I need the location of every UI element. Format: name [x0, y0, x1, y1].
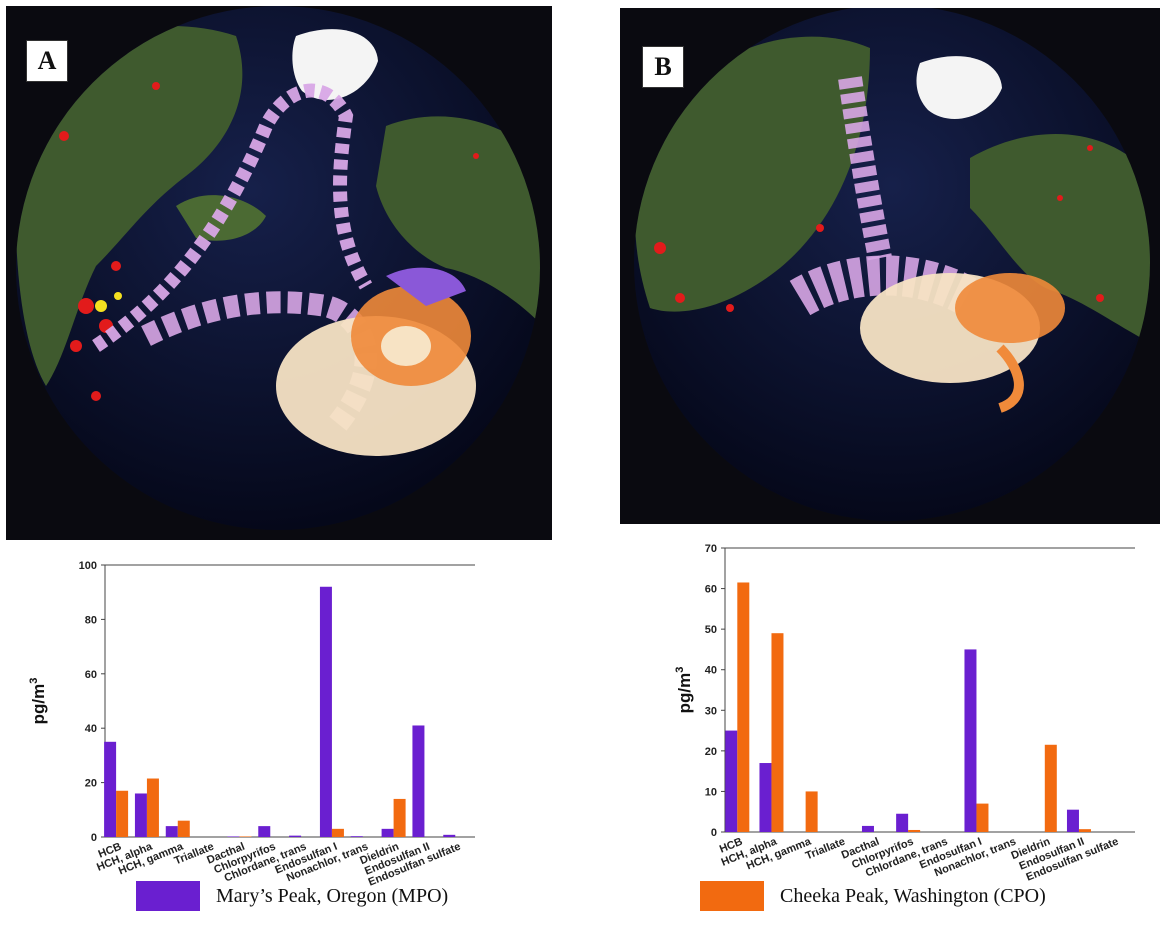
y-tick-label: 0	[711, 827, 717, 839]
bar-cpo	[1044, 744, 1057, 832]
map-panel-a: A	[6, 6, 552, 540]
bar-cpo	[908, 829, 921, 832]
panel-label-a: A	[26, 40, 68, 82]
y-axis-label: pg/m3	[28, 678, 48, 725]
map-panel-b: B	[620, 8, 1160, 524]
y-tick-label: 40	[705, 665, 717, 677]
land-north-america	[376, 116, 540, 336]
plume-orange	[955, 273, 1065, 343]
plume-swirl	[996, 344, 1024, 413]
bar-cpo	[771, 633, 784, 832]
y-tick-label: 60	[705, 584, 717, 596]
bar-mpo	[289, 835, 302, 837]
bar-mpo	[759, 763, 772, 832]
y-tick-label: 20	[85, 778, 97, 790]
bar-cpo	[331, 828, 344, 837]
bar-mpo	[319, 586, 332, 837]
bar-cpo	[177, 820, 190, 837]
y-tick-label: 40	[85, 723, 97, 735]
bar-mpo	[725, 730, 738, 832]
bar-mpo	[412, 725, 425, 837]
y-tick-label: 0	[91, 832, 97, 844]
bar-cpo	[146, 778, 159, 837]
globe-map-a	[6, 6, 552, 540]
plume-swirl-center	[381, 326, 431, 366]
bar-mpo	[964, 649, 977, 832]
bar-mpo	[861, 825, 874, 832]
bar-mpo	[1066, 809, 1079, 832]
y-axis-label: pg/m3	[674, 667, 694, 714]
legend-cpo: Cheeka Peak, Washington (CPO)	[700, 876, 1046, 916]
bar-mpo	[104, 741, 117, 837]
bar-cpo	[116, 790, 129, 837]
y-tick-label: 100	[79, 560, 97, 572]
greenland-ice	[292, 29, 378, 100]
bar-cpo	[239, 836, 252, 837]
y-tick-label: 50	[705, 624, 717, 636]
legend-swatch-mpo	[136, 881, 200, 911]
legend-label-cpo: Cheeka Peak, Washington (CPO)	[780, 884, 1046, 907]
bar-cpo	[976, 803, 989, 832]
land-north-america	[970, 134, 1150, 348]
y-tick-label: 10	[705, 786, 717, 798]
plume-violet-arc	[92, 83, 373, 352]
panel-label-b: B	[642, 46, 684, 88]
plume-violet-arc	[838, 76, 892, 261]
x-tick-label: Triallate	[804, 836, 847, 863]
y-tick-label: 60	[85, 669, 97, 681]
bar-mpo	[258, 826, 271, 837]
bar-mpo	[165, 826, 178, 837]
legend-mpo: Mary’s Peak, Oregon (MPO)	[136, 876, 448, 916]
bar-cpo	[805, 791, 818, 832]
plume-source-region	[386, 267, 466, 306]
bar-mpo	[896, 813, 909, 832]
bar-mpo	[350, 836, 363, 837]
bar-mpo	[381, 828, 394, 837]
y-tick-label: 20	[705, 746, 717, 758]
y-tick-label: 30	[705, 705, 717, 717]
fire-points	[654, 145, 1104, 312]
bar-mpo	[443, 834, 456, 837]
globe-map-b	[620, 8, 1160, 524]
hotspot-points	[95, 292, 122, 312]
bar-mpo	[134, 793, 147, 837]
greenland-ice	[916, 56, 1002, 119]
bar-cpo	[393, 798, 406, 837]
chart-b: 0 10 20 30 40 50 60 70 pg/m3 HCB HCH, alpha HCH, ga…	[668, 538, 1148, 884]
chart-a: 0 20 40 60 80 100 pg/m3 HCB HCH, alpha HCH, gamma…	[20, 545, 560, 889]
land-asia	[635, 36, 870, 312]
legend-label-mpo: Mary’s Peak, Oregon (MPO)	[216, 884, 449, 907]
legend-swatch-cpo	[700, 881, 764, 911]
bar-cpo	[737, 582, 750, 832]
bar-cpo	[1078, 829, 1091, 832]
y-tick-label: 80	[85, 614, 97, 626]
land-asia	[16, 26, 243, 386]
bar-mpo	[227, 836, 240, 837]
y-tick-label: 70	[705, 543, 717, 555]
plume-violet-band	[789, 255, 981, 316]
